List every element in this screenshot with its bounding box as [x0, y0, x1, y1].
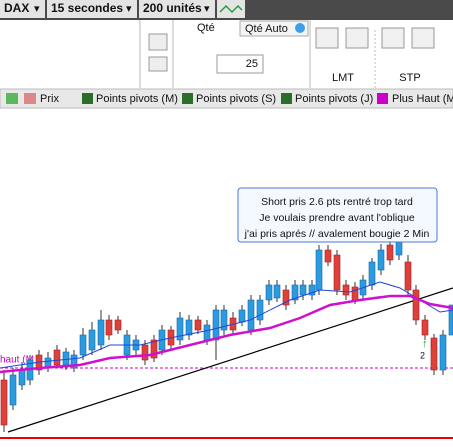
candle [97, 319, 105, 346]
candle [386, 244, 394, 261]
tab-bar [0, 88, 453, 109]
tab-icon [281, 93, 292, 104]
qty-auto-button[interactable] [239, 20, 309, 37]
instrument: DAX [4, 1, 29, 15]
candle [150, 339, 158, 359]
candle [238, 309, 246, 323]
candle [308, 284, 316, 296]
lmt-sell-button[interactable] [345, 27, 369, 49]
order-panel [0, 20, 453, 88]
tab[interactable]: Points pivots (M) [96, 93, 178, 105]
tab-icon [82, 93, 93, 104]
moving-average-fast [0, 281, 453, 369]
candle [404, 261, 412, 291]
candle [62, 351, 70, 366]
candle [430, 337, 438, 371]
candle [342, 284, 350, 296]
candle [176, 317, 184, 341]
tab-icon [182, 93, 193, 104]
candle [299, 284, 307, 296]
tab[interactable]: Points pivots (J) [295, 93, 373, 105]
dropdown-arrow: ▾ [34, 3, 40, 15]
candle [439, 334, 447, 371]
candle [282, 289, 290, 306]
trend-line [7, 287, 453, 433]
dropdown-arrow: ▾ [204, 3, 210, 15]
candle [448, 304, 453, 336]
candle [315, 249, 323, 291]
qty-auto: Qté Auto [245, 23, 288, 35]
candle [141, 344, 149, 361]
candle [105, 319, 113, 336]
candle [194, 319, 202, 331]
candle [421, 319, 429, 336]
tab[interactable]: Prix [40, 93, 59, 105]
candle [273, 284, 281, 299]
qty-input[interactable] [216, 54, 264, 74]
stp-buy-button[interactable] [381, 27, 405, 49]
units: 200 unités [143, 1, 202, 15]
dropdown-arrow: ▾ [126, 3, 132, 15]
qty-value: 25 [246, 58, 258, 70]
candles [0, 222, 453, 432]
candle [220, 309, 228, 331]
stp-sell-button[interactable] [411, 27, 435, 49]
tab-icon [24, 93, 36, 104]
candle [247, 299, 255, 331]
candle [256, 299, 264, 321]
units-button[interactable] [139, 0, 215, 18]
annotation-line: Je voulais prendre avant l'oblique [259, 212, 415, 224]
sell-arrow: ↓ [429, 338, 435, 350]
tab-icon[interactable] [6, 93, 18, 104]
candle [53, 349, 61, 366]
candle [265, 284, 273, 301]
annotation-box[interactable] [237, 187, 438, 243]
keyboard-icon[interactable] [148, 56, 168, 72]
info-icon [295, 23, 305, 33]
candle [291, 284, 299, 301]
lmt-buy-button[interactable] [315, 27, 339, 49]
candle [324, 249, 332, 263]
lmt-label: LMT [332, 72, 354, 84]
moving-average-slow [0, 294, 453, 374]
interval-button[interactable] [47, 0, 137, 18]
candle [333, 254, 341, 291]
wrench-icon[interactable] [148, 33, 168, 51]
annotation-line: j'ai pris aprés // avalement bougie 2 Mi… [244, 228, 430, 240]
chart-type-button[interactable] [217, 0, 245, 18]
tab-icon [377, 93, 388, 104]
buy-arrow: ↑ [422, 338, 428, 350]
level-label: haut (M [0, 355, 34, 366]
interval: 15 secondes [51, 1, 123, 15]
instrument-button[interactable] [0, 0, 45, 18]
stp-label: STP [399, 72, 420, 84]
candle [0, 379, 8, 426]
candle [88, 329, 96, 351]
marker-label: 2 [420, 350, 425, 360]
candle [70, 354, 78, 369]
qty-label: Qté [197, 22, 215, 34]
candle [114, 319, 122, 331]
candle [412, 289, 420, 321]
candle [18, 369, 26, 386]
annotation-line: Short pris 2.6 pts rentré trop tard [261, 196, 413, 208]
candle [212, 309, 220, 341]
candle [79, 334, 87, 356]
candle [203, 324, 211, 341]
candle [368, 261, 376, 286]
chart-icon [219, 4, 243, 14]
candle [377, 249, 385, 271]
candle [185, 319, 193, 336]
candle [9, 374, 17, 406]
tab[interactable]: Points pivots (S) [196, 93, 276, 105]
tab[interactable]: Plus Haut (M [392, 93, 453, 105]
candle [351, 286, 359, 301]
